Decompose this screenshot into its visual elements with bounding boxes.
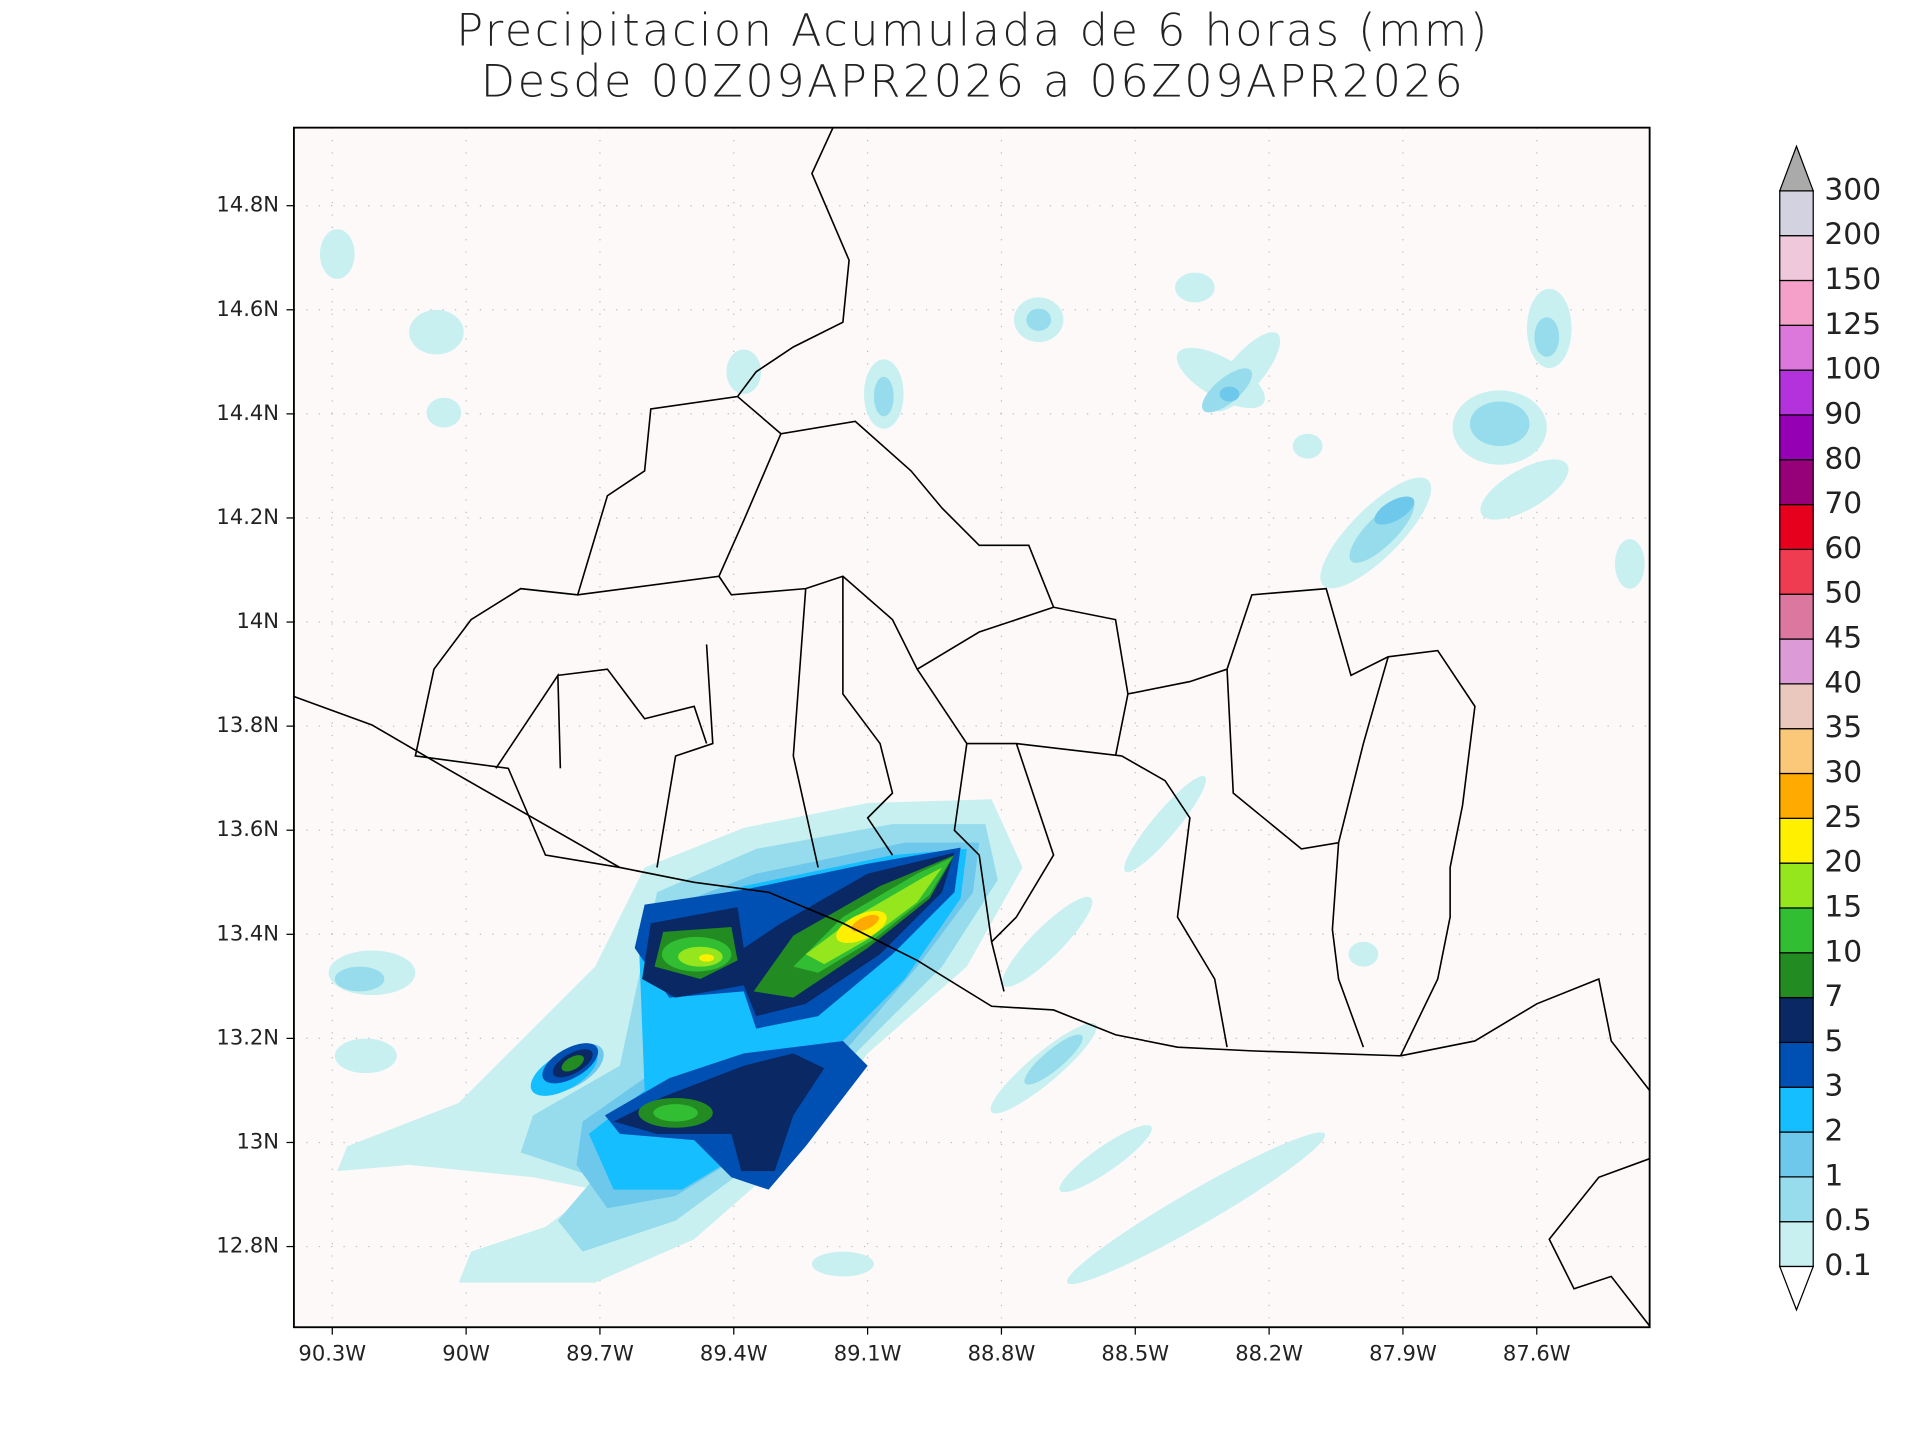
colorbar-label: 7 [1824,979,1843,1014]
departments [495,433,1389,1048]
x-tick-label: 87.9W [1369,1340,1437,1365]
y-tick-label: 14.2N [216,504,279,529]
colorbar-box [1779,683,1814,730]
x-tick-label: 88.2W [1235,1340,1303,1365]
colorbar-box [1779,996,1814,1044]
colorbar-label: 60 [1824,531,1862,566]
colorbar-box [1779,235,1814,282]
colorbar-label: 5 [1824,1024,1843,1059]
colorbar-box [1779,1221,1814,1268]
colorbar-label: 15 [1824,889,1862,924]
y-tick-label: 13.4N [216,920,279,945]
colorbar-box [1779,952,1814,999]
y-tick-label: 13.8N [216,712,279,737]
colorbar-label: 0.1 [1824,1248,1871,1283]
colorbar-box [1779,190,1814,237]
colorbar-label: 45 [1824,621,1862,656]
colorbar-box [1779,1041,1814,1088]
x-tick-label: 88.8W [968,1340,1036,1365]
y-tick-label: 12.8N [216,1233,279,1258]
y-tick-label: 13.6N [216,816,279,841]
colorbar-label: 3 [1824,1069,1843,1104]
colorbar-box [1779,862,1814,909]
colorbar-box [1779,1086,1814,1133]
colorbar-label: 80 [1824,441,1862,476]
colorbar-label: 150 [1824,262,1881,297]
colorbar-box [1779,907,1814,954]
coastline [293,695,1401,1057]
axes: 90.3W 90W 89.7W 89.4W 89.1W 88.8W 88.5W 88.2W 87… [216,192,1570,1366]
colorbar-label: 0.5 [1824,1203,1871,1238]
y-tick-label: 13.2N [216,1024,279,1049]
colorbar-box [1779,1131,1814,1178]
contour-25 [851,914,879,932]
colorbar-label: 30 [1824,755,1862,790]
y-tick-label: 13N [237,1128,280,1153]
colorbar-box [1779,593,1814,640]
colorbar-label: 35 [1824,710,1862,745]
colorbar-under [1778,1265,1815,1312]
colorbar-label: 100 [1824,352,1881,387]
colorbar-box [1779,638,1814,685]
boundaries [293,127,1650,1327]
colorbar-label: 300 [1824,172,1881,207]
colorbar-label: 20 [1824,845,1862,880]
colorbar-label: 25 [1824,800,1862,835]
precipitation-field [319,229,1645,1285]
colorbar-box [1779,817,1814,864]
colorbar-label: 10 [1824,934,1862,969]
colorbar-box [1779,503,1814,551]
y-tick-label: 14.4N [216,400,279,425]
colorbar-label: 70 [1824,486,1862,521]
colorbar-label: 50 [1824,576,1862,611]
map-frame [292,126,1651,1329]
y-tick-label: 14.8N [216,192,279,217]
colorbar-box [1779,1176,1814,1223]
colorbar-box [1779,728,1814,775]
colorbar-box [1779,459,1814,506]
x-tick-label: 90.3W [298,1340,366,1365]
colorbar-box [1779,414,1814,461]
subtitle: Desde 00Z09APR2026 a 06Z09APR2026 [481,55,1466,107]
x-tick-label: 89.4W [700,1340,768,1365]
y-tick-label: 14.6N [216,296,279,321]
colorbar-label: 2 [1824,1114,1843,1149]
colorbar-box [1779,548,1814,595]
colorbar-label: 1 [1824,1158,1843,1193]
x-tick-label: 88.5W [1101,1340,1169,1365]
colorbar-label: 90 [1824,396,1862,431]
colorbar-label: 200 [1824,217,1881,252]
x-tick-label: 90W [442,1340,490,1365]
x-tick-label: 89.1W [834,1340,902,1365]
title: Precipitacion Acumulada de 6 horas (mm) [456,4,1489,56]
colorbar-box [1779,369,1814,416]
colorbar-box [1779,772,1814,819]
colorbar-label: 40 [1824,665,1862,700]
x-tick-label: 89.7W [566,1340,634,1365]
colorbar: 0.10.51235710152025303540455060708090100… [1778,144,1881,1312]
x-tick-label: 87.6W [1503,1340,1571,1365]
y-tick-label: 14N [237,608,280,633]
colorbar-label: 125 [1824,307,1881,342]
colorbar-over [1778,144,1815,192]
colorbar-box [1779,324,1814,371]
colorbar-box [1779,279,1814,326]
